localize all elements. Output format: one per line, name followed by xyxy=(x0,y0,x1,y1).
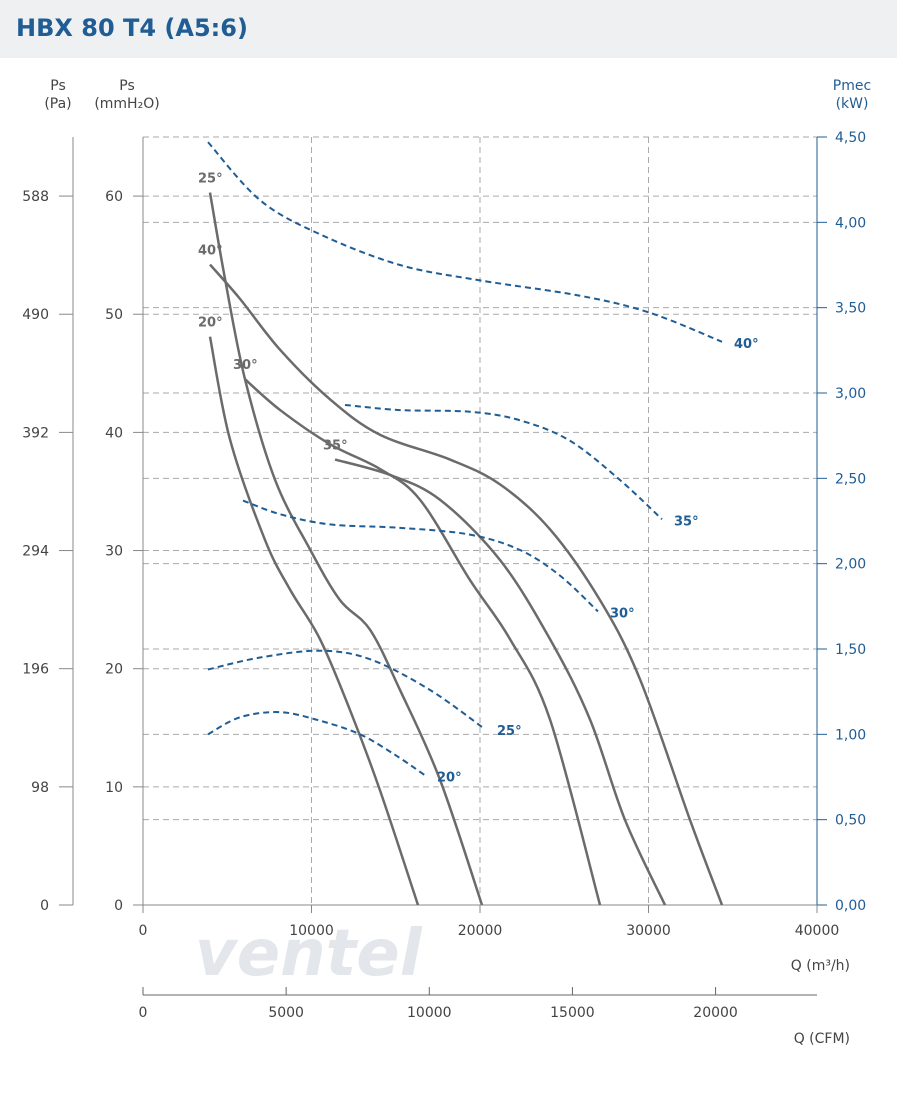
pressure-curve xyxy=(244,378,602,906)
y-pa-tick-label: 196 xyxy=(22,662,49,678)
power-curve-label: 20° xyxy=(437,770,462,785)
power-curve xyxy=(207,649,486,731)
y2-tick-label: 1,50 xyxy=(835,642,866,658)
y-label: (mmH₂O) xyxy=(94,96,159,112)
x2-tick-label: 15000 xyxy=(550,1005,595,1021)
y2-tick-label: 1,00 xyxy=(835,727,866,743)
y2-tick-label: 4,00 xyxy=(835,215,866,231)
y2-label: (kW) xyxy=(836,96,869,112)
power-curve-label: 35° xyxy=(674,514,699,529)
y-pa-tick-label: 392 xyxy=(22,425,49,441)
x2-tick-label: 20000 xyxy=(693,1005,738,1021)
pressure-curve xyxy=(208,336,420,906)
pressure-curve-label: 40° xyxy=(198,244,223,259)
y2-tick-label: 4,50 xyxy=(835,130,866,146)
power-curve xyxy=(344,403,663,521)
x-tick-label: 20000 xyxy=(458,923,503,939)
y2-tick-label: 0,50 xyxy=(835,813,866,829)
y-pa-label: (Pa) xyxy=(44,96,71,112)
power-curve xyxy=(207,141,723,343)
y-pa-tick-label: 98 xyxy=(31,780,49,796)
x2-tick-label: 5000 xyxy=(268,1005,304,1021)
x2-tick-label: 0 xyxy=(139,1005,148,1021)
y-pa-label: Ps xyxy=(50,78,66,94)
x-tick-label: 10000 xyxy=(289,923,334,939)
pressure-curve xyxy=(208,192,484,906)
y-tick-label: 20 xyxy=(105,662,123,678)
power-curve-label: 40° xyxy=(734,337,759,352)
x-tick-label: 30000 xyxy=(626,923,671,939)
pressure-curve xyxy=(209,263,724,906)
x-tick-label: 40000 xyxy=(795,923,840,939)
pressure-curve-label: 25° xyxy=(198,172,223,187)
power-curve-label: 25° xyxy=(497,724,522,739)
y-tick-label: 60 xyxy=(105,189,123,205)
power-curve-label: 30° xyxy=(610,606,635,621)
y-tick-label: 50 xyxy=(105,307,123,323)
y-tick-label: 40 xyxy=(105,425,123,441)
header-band: HBX 80 T4 (A5:6) xyxy=(0,0,897,58)
y-tick-label: 10 xyxy=(105,780,123,796)
y2-label: Pmec xyxy=(833,78,871,94)
y2-tick-label: 2,50 xyxy=(835,471,866,487)
pressure-curve xyxy=(334,458,667,906)
x-tick-label: 0 xyxy=(139,923,148,939)
y-tick-label: 0 xyxy=(114,898,123,914)
y-pa-tick-label: 294 xyxy=(22,544,49,560)
y2-tick-label: 2,00 xyxy=(835,557,866,573)
chart-title: HBX 80 T4 (A5:6) xyxy=(16,14,248,42)
x2-tick-label: 10000 xyxy=(407,1005,452,1021)
power-curve xyxy=(242,499,599,613)
y2-tick-label: 0,00 xyxy=(835,898,866,914)
y-pa-tick-label: 0 xyxy=(40,898,49,914)
x-label: Q (m³/h) xyxy=(791,958,850,974)
y-tick-label: 30 xyxy=(105,544,123,560)
y-pa-tick-label: 588 xyxy=(22,189,49,205)
pressure-curve-label: 20° xyxy=(198,316,223,331)
y-pa-tick-label: 490 xyxy=(22,307,49,323)
x2-label: Q (CFM) xyxy=(794,1031,850,1047)
y-label: Ps xyxy=(119,78,135,94)
power-curve xyxy=(207,711,426,777)
y2-tick-label: 3,50 xyxy=(835,301,866,317)
y2-tick-label: 3,00 xyxy=(835,386,866,402)
pressure-curve-label: 30° xyxy=(233,358,258,373)
watermark: ventel xyxy=(195,917,423,991)
pressure-curve-label: 35° xyxy=(323,439,348,454)
